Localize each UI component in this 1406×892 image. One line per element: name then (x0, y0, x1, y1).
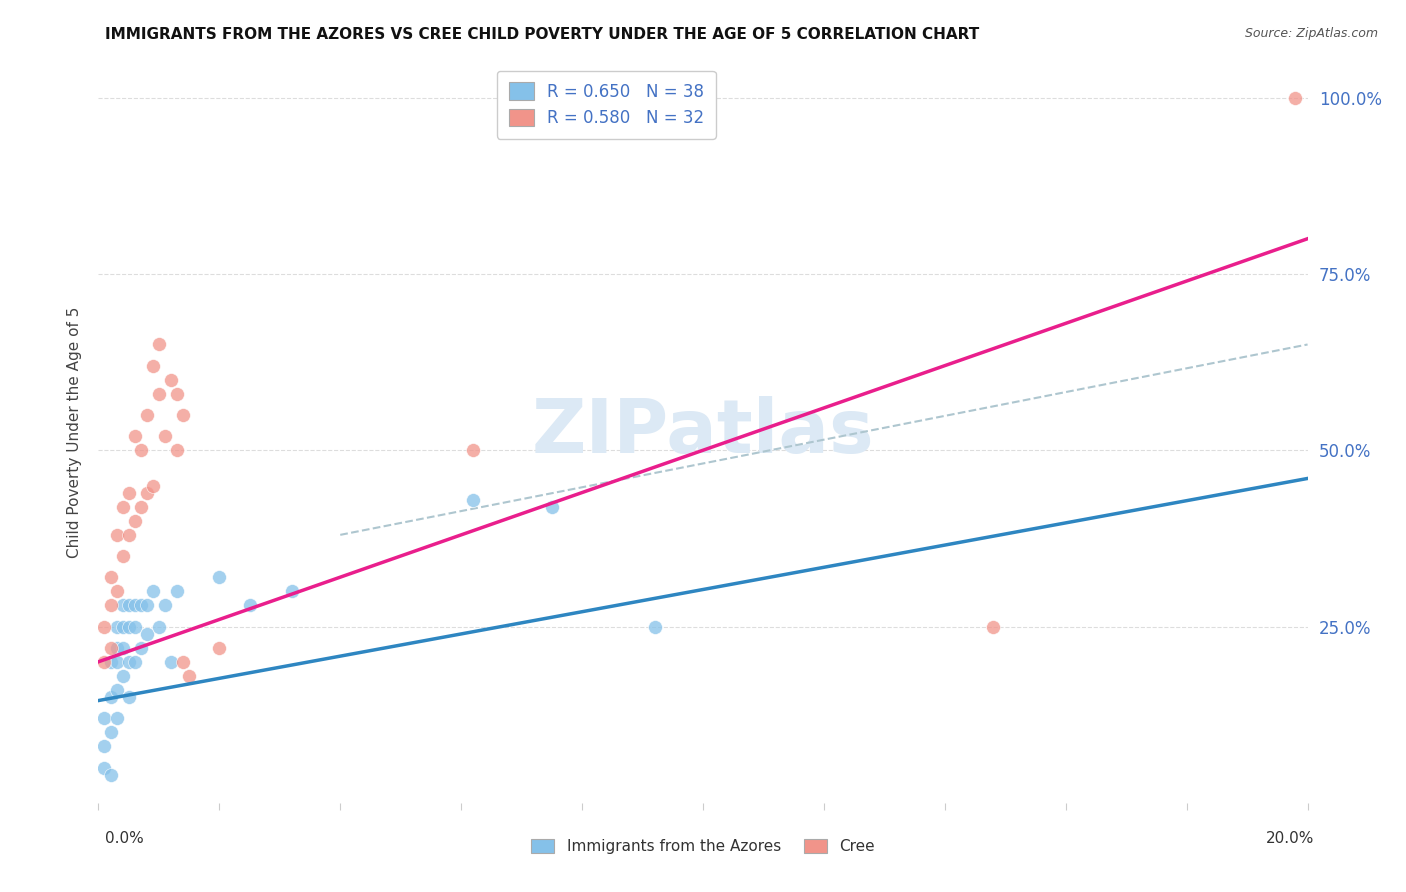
Point (166, 387, 188, 401)
Point (129, 500, 152, 514)
Point (118, 690, 141, 704)
Point (100, 690, 122, 704)
Point (93, 760, 115, 774)
Point (118, 599, 141, 613)
Point (93, 655, 115, 669)
Point (111, 669, 134, 683)
Point (142, 359, 165, 373)
Point (124, 429, 146, 443)
Point (160, 373, 183, 387)
Point (166, 443, 188, 458)
Point (153, 599, 176, 613)
Point (105, 640, 128, 655)
Y-axis label: Child Poverty Under the Age of 5: Child Poverty Under the Age of 5 (66, 307, 82, 558)
Point (160, 655, 183, 669)
Point (118, 528, 141, 542)
Point (135, 626, 157, 640)
Point (463, 492, 485, 507)
Point (124, 655, 146, 669)
Point (105, 528, 128, 542)
Point (100, 570, 122, 584)
Point (463, 443, 485, 458)
Point (135, 408, 157, 422)
Point (100, 640, 122, 655)
Point (105, 619, 128, 633)
Legend: Immigrants from the Azores, Cree: Immigrants from the Azores, Cree (524, 831, 882, 862)
Point (111, 599, 134, 613)
Point (129, 640, 152, 655)
Point (100, 599, 122, 613)
Text: ZIPatlas: ZIPatlas (531, 396, 875, 469)
Point (281, 584, 304, 599)
Point (148, 619, 170, 633)
Point (208, 570, 231, 584)
Point (105, 711, 128, 725)
Point (142, 478, 165, 492)
Point (148, 387, 170, 401)
Point (135, 485, 157, 500)
Point (118, 485, 141, 500)
Point (93, 619, 115, 633)
Point (644, 619, 666, 633)
Point (93, 711, 115, 725)
Point (129, 599, 152, 613)
Point (111, 619, 134, 633)
Point (208, 640, 231, 655)
Point (239, 599, 262, 613)
Point (129, 443, 152, 458)
Point (172, 408, 194, 422)
Point (124, 514, 146, 528)
Text: 0.0%: 0.0% (105, 831, 145, 847)
Point (124, 599, 146, 613)
Point (100, 725, 122, 739)
Point (540, 500, 562, 514)
Point (118, 619, 141, 633)
Text: Source: ZipAtlas.com: Source: ZipAtlas.com (1244, 27, 1378, 40)
Point (135, 599, 157, 613)
Point (166, 584, 188, 599)
Point (105, 683, 128, 698)
Point (142, 584, 165, 599)
Point (153, 429, 176, 443)
Text: 20.0%: 20.0% (1267, 831, 1315, 847)
Point (105, 584, 128, 599)
Point (100, 655, 122, 669)
Point (981, 619, 1004, 633)
Point (118, 655, 141, 669)
Point (148, 337, 170, 351)
Point (93, 739, 115, 754)
Point (100, 767, 122, 781)
Point (179, 669, 201, 683)
Point (111, 640, 134, 655)
Point (172, 655, 194, 669)
Point (111, 500, 134, 514)
Point (111, 549, 134, 563)
Point (105, 655, 128, 669)
Point (124, 619, 146, 633)
Text: IMMIGRANTS FROM THE AZORES VS CREE CHILD POVERTY UNDER THE AGE OF 5 CORRELATION : IMMIGRANTS FROM THE AZORES VS CREE CHILD… (105, 27, 980, 42)
Point (1284, 91, 1306, 105)
